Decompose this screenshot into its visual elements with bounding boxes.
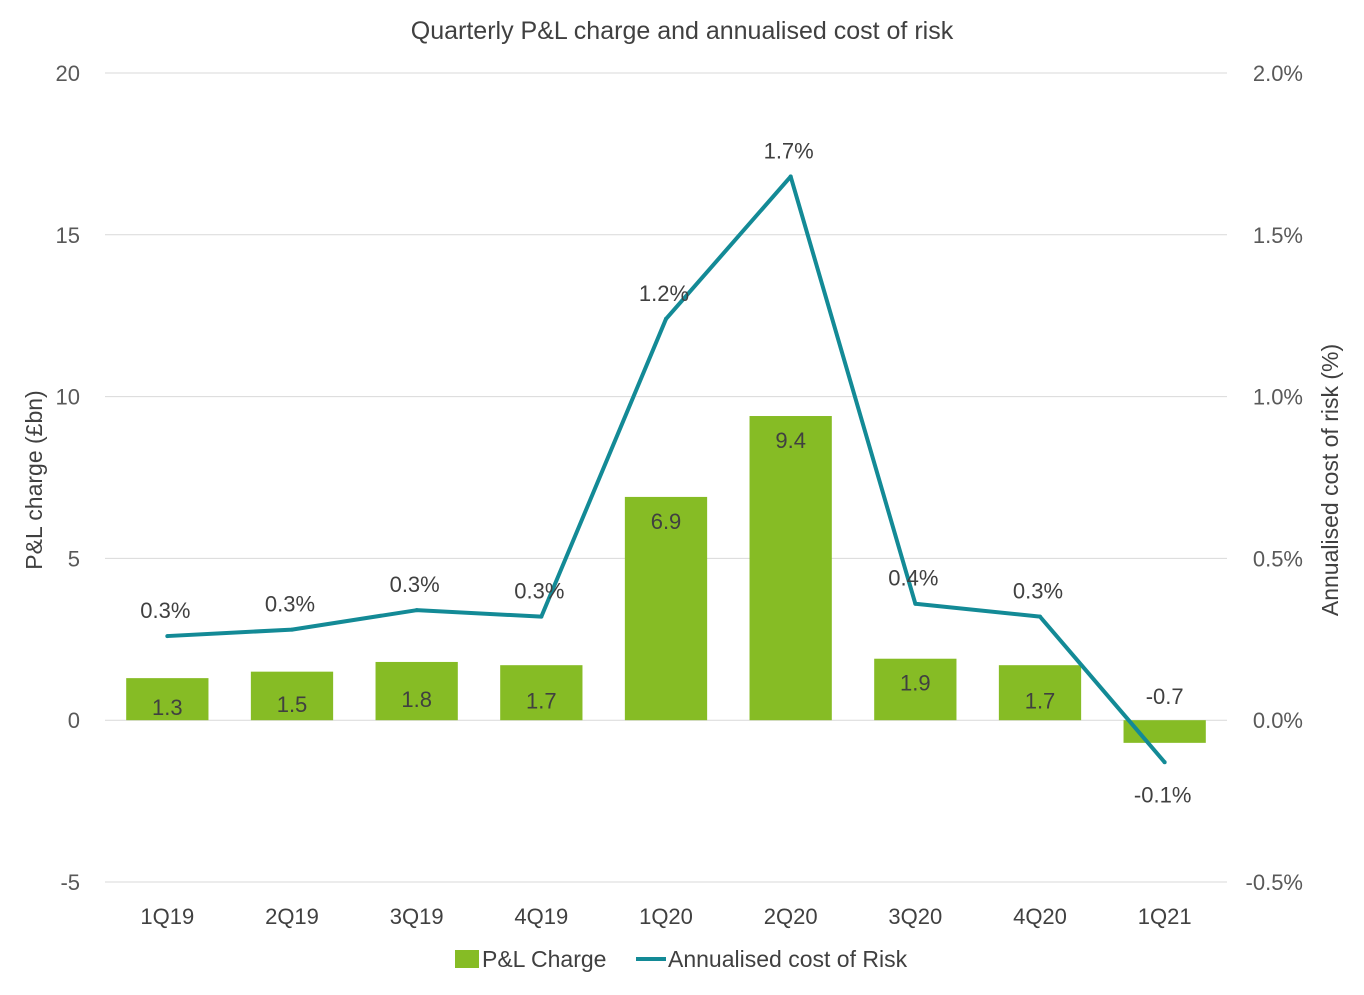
x-tick-label: 3Q20 <box>888 904 942 929</box>
line-data-label: 0.3% <box>265 592 315 617</box>
x-tick-label: 1Q20 <box>639 904 693 929</box>
y-axis-label: P&L charge (£bn) <box>21 390 47 569</box>
line-data-label: 1.7% <box>764 139 814 164</box>
line-point <box>788 174 793 179</box>
line-point <box>1038 614 1042 619</box>
bar <box>874 658 957 721</box>
x-tick-label: 4Q19 <box>514 904 568 929</box>
y-tick-label: 10 <box>56 385 80 410</box>
y2-tick-label: 1.0% <box>1253 385 1303 410</box>
y-tick-label: 20 <box>56 61 80 86</box>
chart-title: Quarterly P&L charge and annualised cost… <box>411 17 954 45</box>
line-data-labels: 0.3% 0.3% 0.3% 0.3% 1.2% 1.7% 0.4% 0.3% -0.1% <box>140 139 1191 808</box>
y-tick-label: 0 <box>68 708 80 733</box>
bar-data-label: 6.9 <box>651 509 682 534</box>
bar-data-label: 1.3 <box>152 695 183 720</box>
line-data-label: 0.3% <box>390 572 440 597</box>
bar <box>500 665 583 721</box>
bar-data-label: 1.8 <box>401 687 432 712</box>
y2-axis-ticks: -0.5% 0.0% 0.5% 1.0% 1.5% 2.0% <box>1246 61 1303 895</box>
legend-label-line: Annualised cost of Risk <box>668 946 908 972</box>
bar <box>624 496 708 721</box>
gridlines <box>105 72 1227 883</box>
legend-swatch-bar <box>455 950 479 968</box>
bar-data-label: 1.7 <box>1025 689 1056 714</box>
y2-axis-label: Annualised cost of risk (%) <box>1317 344 1343 616</box>
bar-data-label: 1.7 <box>526 689 557 714</box>
line-data-label: 0.3% <box>1013 579 1063 604</box>
line-data-label: 0.3% <box>140 598 190 623</box>
bar-data-label: 9.4 <box>775 428 806 453</box>
line-point <box>1162 760 1167 765</box>
y2-tick-label: -0.5% <box>1246 870 1303 895</box>
x-tick-label: 2Q19 <box>265 904 319 929</box>
y-tick-label: 5 <box>68 546 80 571</box>
line-series <box>165 174 1167 765</box>
line-point <box>539 614 544 619</box>
x-axis-ticks: 1Q19 2Q19 3Q19 4Q19 1Q20 2Q20 3Q20 4Q20 1Q21 <box>140 904 1191 929</box>
bar-series <box>126 416 1206 743</box>
x-tick-label: 4Q20 <box>1013 904 1067 929</box>
line-data-label: 1.2% <box>639 281 689 306</box>
bar <box>998 665 1082 721</box>
y2-tick-label: 2.0% <box>1253 61 1303 86</box>
line-point <box>664 316 668 321</box>
x-tick-label: 1Q19 <box>140 904 194 929</box>
line-data-label: 0.4% <box>888 566 938 591</box>
line-point <box>414 608 419 613</box>
line-point <box>913 601 918 606</box>
legend: P&L Charge Annualised cost of Risk <box>455 946 908 972</box>
y-tick-label: 15 <box>56 223 80 248</box>
bar <box>126 678 209 721</box>
bar-data-label: 1.5 <box>277 692 308 717</box>
x-tick-label: 3Q19 <box>390 904 444 929</box>
legend-label-bar: P&L Charge <box>482 946 606 972</box>
line-point <box>290 627 294 632</box>
bar <box>250 671 334 721</box>
line-data-label: 0.3% <box>514 579 564 604</box>
line-data-label: -0.1% <box>1134 782 1191 807</box>
y2-tick-label: 0.0% <box>1253 708 1303 733</box>
y-axis-ticks: -5 0 5 10 15 20 <box>56 61 80 895</box>
bar-data-labels: 1.3 1.5 1.8 1.7 6.9 9.4 1.9 1.7 -0.7 <box>152 428 1184 720</box>
bar <box>375 661 458 721</box>
y2-tick-label: 1.5% <box>1253 223 1303 248</box>
bar-data-label: -0.7 <box>1146 684 1184 709</box>
line-point <box>165 634 170 639</box>
x-tick-label: 2Q20 <box>764 904 818 929</box>
y-tick-label: -5 <box>60 870 80 895</box>
bar-data-label: 1.9 <box>900 671 931 696</box>
bar <box>749 416 832 721</box>
y2-tick-label: 0.5% <box>1253 546 1303 571</box>
x-tick-label: 1Q21 <box>1138 904 1192 929</box>
